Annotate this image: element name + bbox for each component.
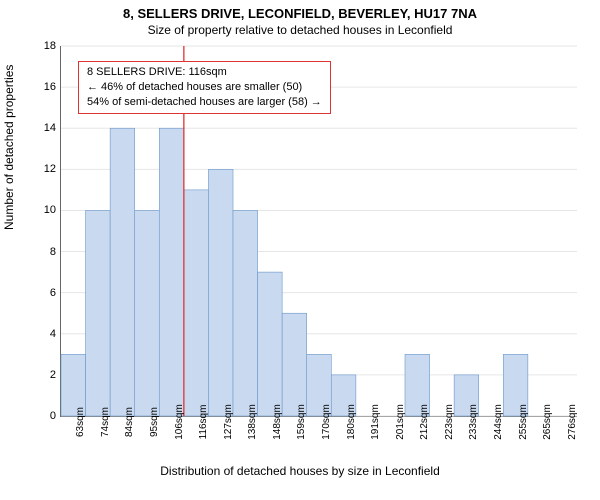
callout-line3: 54% of semi-detached houses are larger (… (87, 95, 322, 110)
chart-subtitle: Size of property relative to detached ho… (0, 21, 600, 41)
chart-container: 8, SELLERS DRIVE, LECONFIELD, BEVERLEY, … (0, 0, 600, 500)
y-axis-label: Number of detached properties (2, 65, 16, 230)
reference-callout: 8 SELLERS DRIVE: 116sqm ← 46% of detache… (78, 61, 331, 114)
x-axis-label: Distribution of detached houses by size … (0, 464, 600, 478)
callout-line1: 8 SELLERS DRIVE: 116sqm (87, 65, 322, 80)
chart-title: 8, SELLERS DRIVE, LECONFIELD, BEVERLEY, … (0, 0, 600, 21)
callout-line2: ← 46% of detached houses are smaller (50… (87, 80, 322, 95)
